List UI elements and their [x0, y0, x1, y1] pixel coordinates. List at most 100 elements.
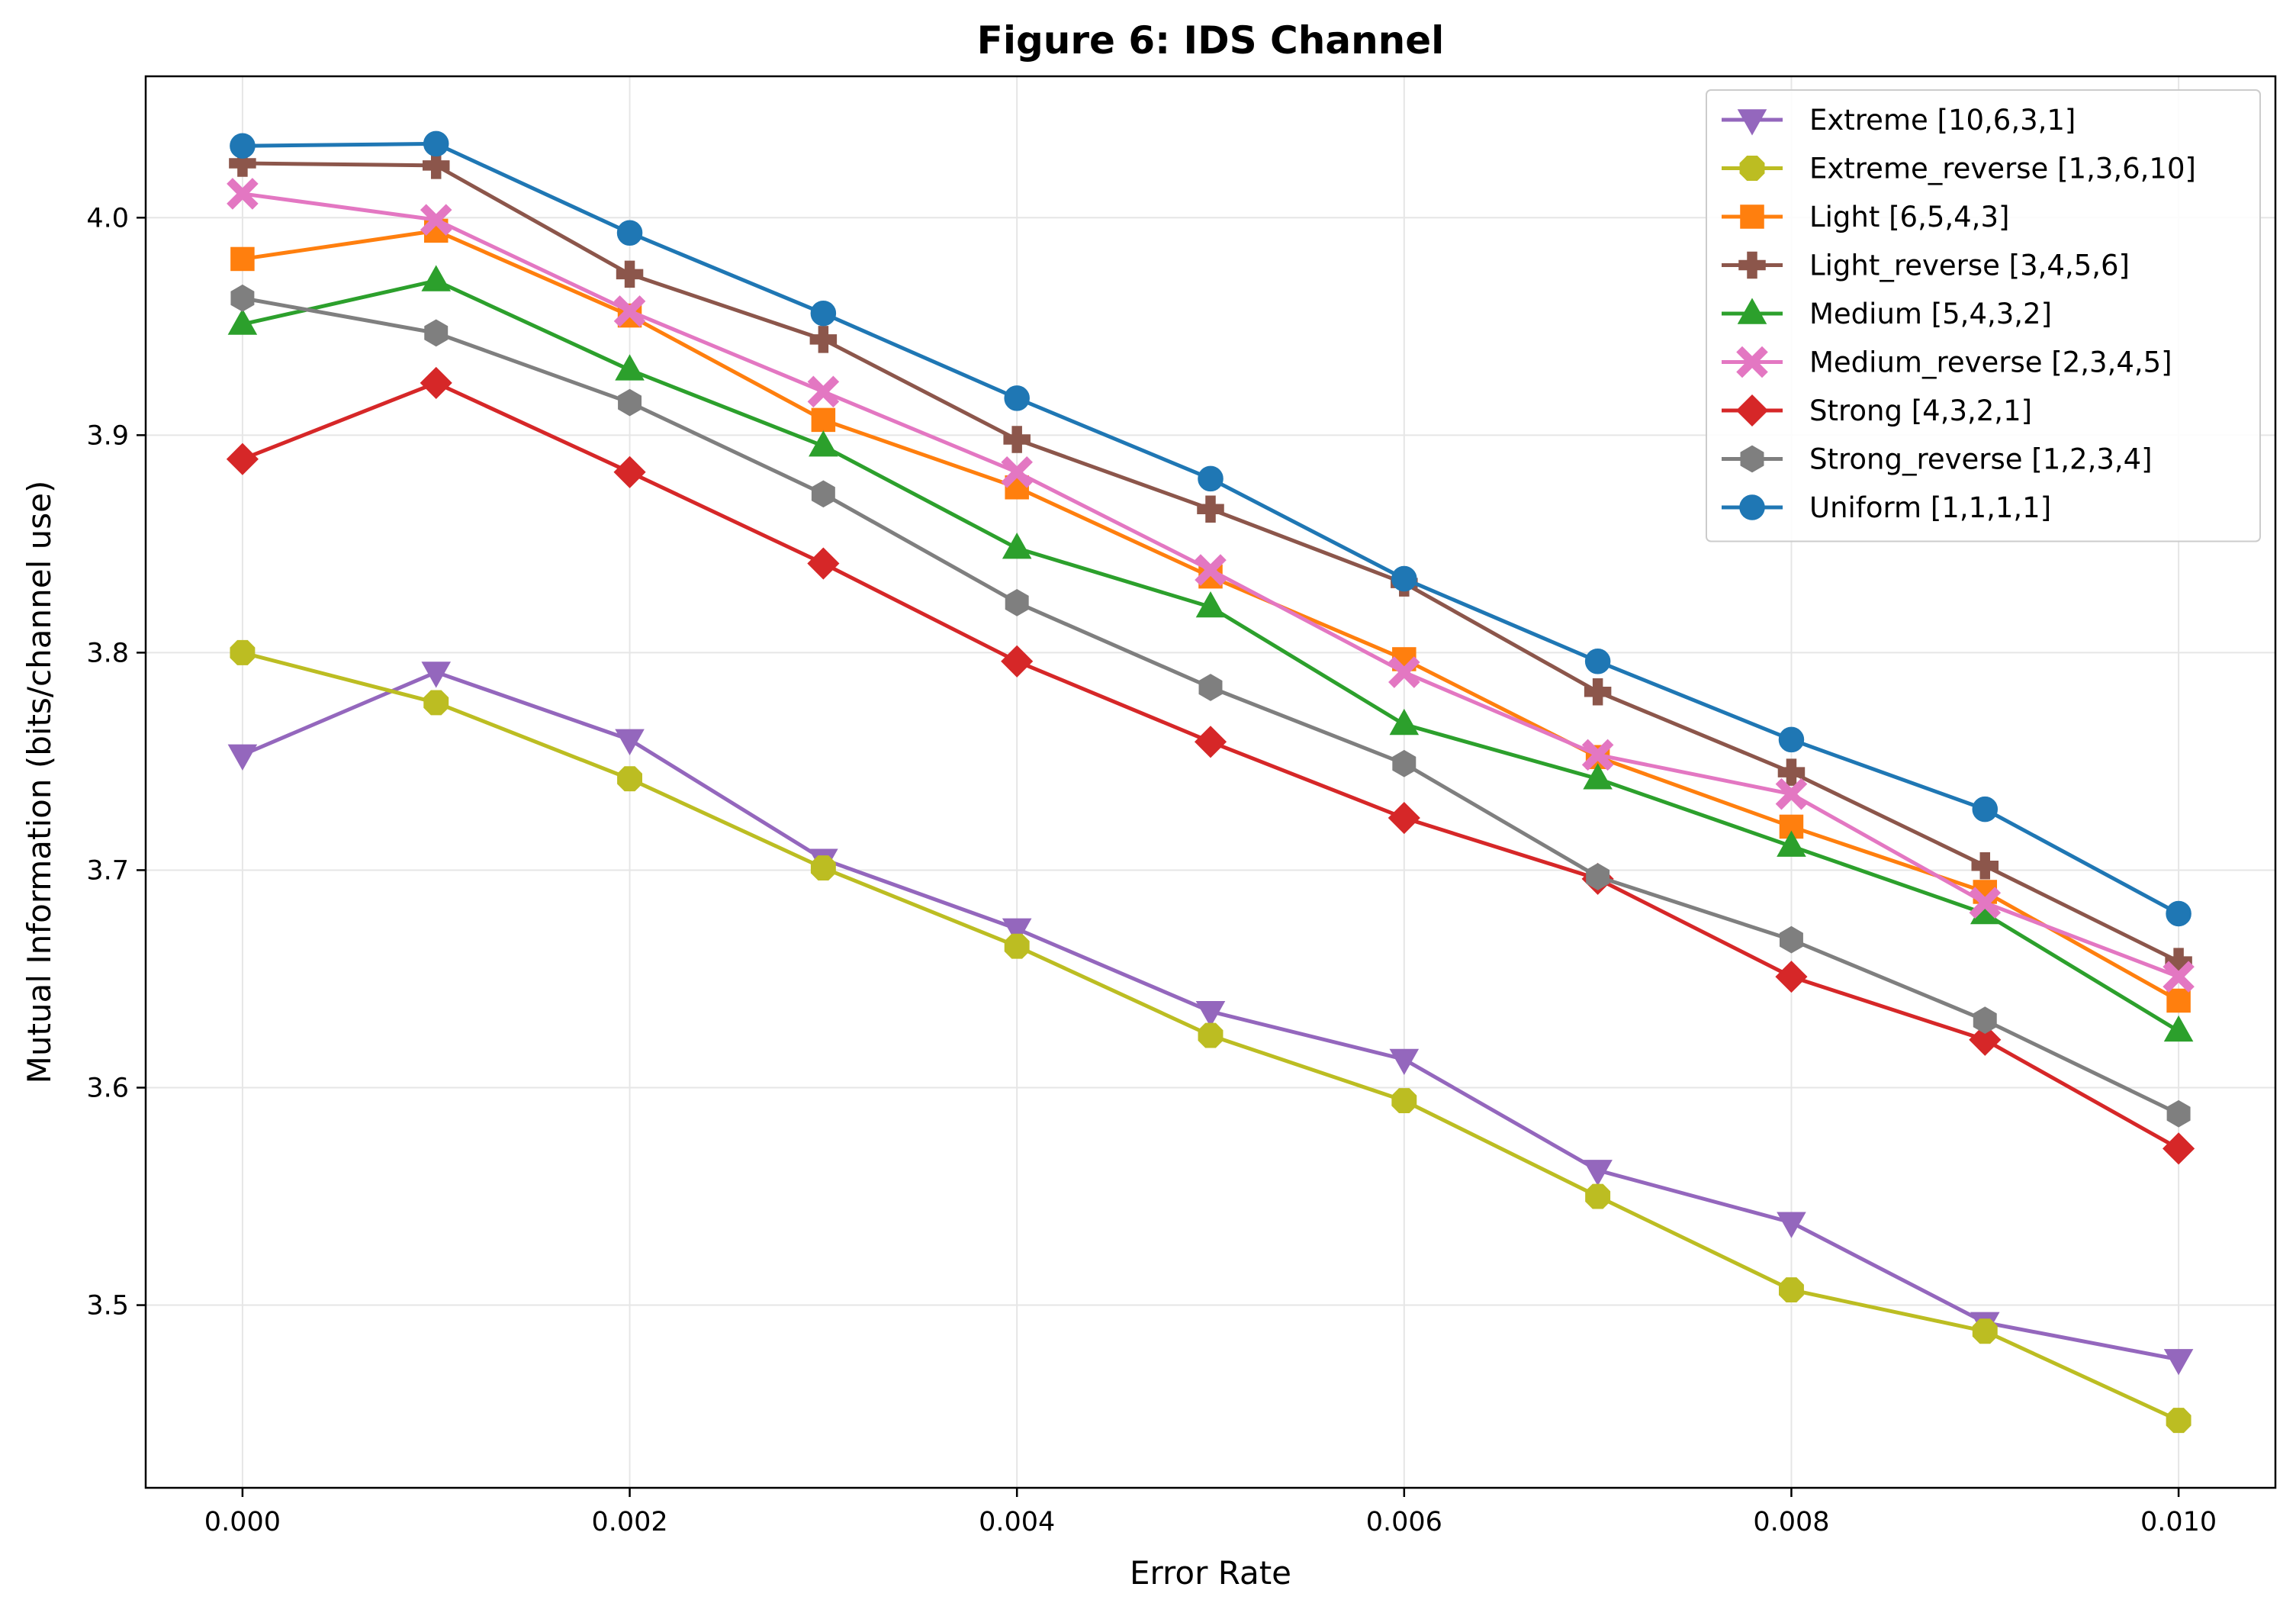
series-light-reverse — [229, 150, 2192, 975]
y-tick-label: 4.0 — [86, 203, 129, 233]
data-point — [1581, 739, 1614, 771]
data-point — [613, 295, 646, 327]
legend-label: Light_reverse [3,4,5,6] — [1809, 249, 2130, 282]
legend-marker — [1737, 298, 1767, 324]
x-tick-label: 0.008 — [1753, 1507, 1829, 1537]
data-point — [230, 246, 255, 272]
legend-marker — [1739, 156, 1765, 181]
legend-item-medium: Medium [5,4,3,2] — [1722, 298, 2052, 330]
data-point — [226, 443, 259, 475]
data-point — [1198, 674, 1223, 701]
data-point — [420, 204, 452, 236]
series-extreme — [227, 662, 2194, 1376]
legend-item-strong: Strong [4,3,2,1] — [1722, 394, 2032, 427]
data-point — [1389, 708, 1420, 736]
data-point — [230, 639, 256, 665]
data-point — [2166, 1099, 2191, 1128]
data-point — [1392, 749, 1417, 777]
data-point — [421, 662, 452, 688]
data-point — [230, 284, 255, 312]
data-point — [1779, 925, 1803, 954]
legend-marker — [1736, 346, 1768, 378]
marker-stroke — [1775, 777, 1808, 810]
legend-label: Strong_reverse [1,2,3,4] — [1809, 443, 2153, 476]
data-point — [2163, 1015, 2194, 1042]
legend-item-extreme: Extreme [10,6,3,1] — [1722, 104, 2076, 137]
data-point — [227, 744, 258, 771]
data-point — [423, 130, 449, 157]
legend-item-uniform: Uniform [1,1,1,1] — [1722, 491, 2051, 524]
data-point — [423, 690, 449, 716]
data-point — [1388, 656, 1420, 688]
legend-label: Light [6,5,4,3] — [1809, 201, 2009, 233]
data-point — [613, 456, 646, 488]
legend-marker — [1739, 494, 1765, 520]
data-point — [227, 178, 259, 210]
series-strong — [226, 366, 2195, 1165]
data-point — [810, 855, 836, 881]
data-point — [424, 319, 449, 347]
data-point — [616, 260, 644, 288]
marker-stroke — [1195, 554, 1227, 586]
data-point — [1585, 1183, 1611, 1209]
data-point — [1195, 1000, 1226, 1028]
marker-stroke — [1388, 656, 1420, 688]
data-point — [1973, 1006, 1997, 1035]
legend-marker — [1738, 251, 1766, 279]
legend-marker — [1740, 204, 1764, 229]
data-point — [1198, 1022, 1224, 1048]
x-axis-label: Error Rate — [1130, 1554, 1291, 1592]
x-tick-label: 0.002 — [591, 1507, 667, 1537]
series-extreme-reverse — [230, 639, 2191, 1434]
x-axis: 0.000 0.002 0.004 0.006 0.008 0.010 — [204, 1488, 2217, 1537]
data-point — [420, 366, 452, 399]
data-point — [2163, 1132, 2195, 1165]
data-point — [1195, 554, 1227, 586]
legend-item-extreme-reverse: Extreme_reverse [1,3,6,10] — [1722, 153, 2196, 185]
series-strong-reverse — [230, 284, 2191, 1128]
data-point — [1969, 1023, 2002, 1056]
marker-stroke — [1001, 456, 1033, 488]
data-point — [1969, 887, 2002, 919]
data-point — [811, 407, 836, 433]
data-point — [807, 375, 840, 408]
data-point — [227, 308, 258, 335]
data-point — [1391, 1088, 1417, 1114]
y-tick-label: 3.5 — [86, 1291, 129, 1321]
legend-marker — [1735, 394, 1769, 427]
data-point — [809, 326, 838, 353]
data-point — [230, 133, 256, 159]
marker-stroke — [1736, 346, 1768, 378]
data-point — [810, 300, 837, 327]
data-point — [1391, 565, 1417, 592]
y-axis: 3.5 3.6 3.7 3.8 3.9 4.0 — [86, 203, 146, 1321]
y-axis-label: Mutual Information (bits/channel use) — [21, 481, 58, 1084]
data-point — [1972, 796, 1999, 822]
legend-item-medium-reverse: Medium_reverse [2,3,4,5] — [1722, 346, 2172, 379]
legend-label: Strong [4,3,2,1] — [1809, 394, 2032, 427]
x-tick-label: 0.006 — [1366, 1507, 1442, 1537]
data-point — [1583, 1160, 1613, 1186]
legend-item-light: Light [6,5,4,3] — [1722, 201, 2009, 233]
series-group — [226, 130, 2195, 1434]
data-point — [229, 150, 256, 177]
data-point — [1002, 918, 1032, 945]
series-uniform — [230, 130, 2191, 927]
data-point — [2166, 988, 2191, 1013]
data-point — [1003, 426, 1031, 453]
series-medium — [227, 265, 2194, 1042]
marker-stroke — [420, 204, 452, 236]
data-point — [1194, 726, 1227, 758]
y-tick-label: 3.8 — [86, 638, 129, 668]
legend: Extreme [10,6,3,1] Extreme_reverse [1,3,6… — [1706, 89, 2261, 542]
data-point — [1004, 385, 1030, 411]
plot-frame — [144, 75, 2277, 1489]
data-point — [421, 265, 452, 291]
data-point — [1197, 495, 1224, 523]
legend-label: Medium_reverse [2,3,4,5] — [1809, 346, 2172, 379]
data-point — [1005, 588, 1029, 616]
data-point — [1001, 456, 1033, 488]
marker-stroke — [1581, 739, 1614, 771]
legend-label: Uniform [1,1,1,1] — [1809, 491, 2051, 524]
